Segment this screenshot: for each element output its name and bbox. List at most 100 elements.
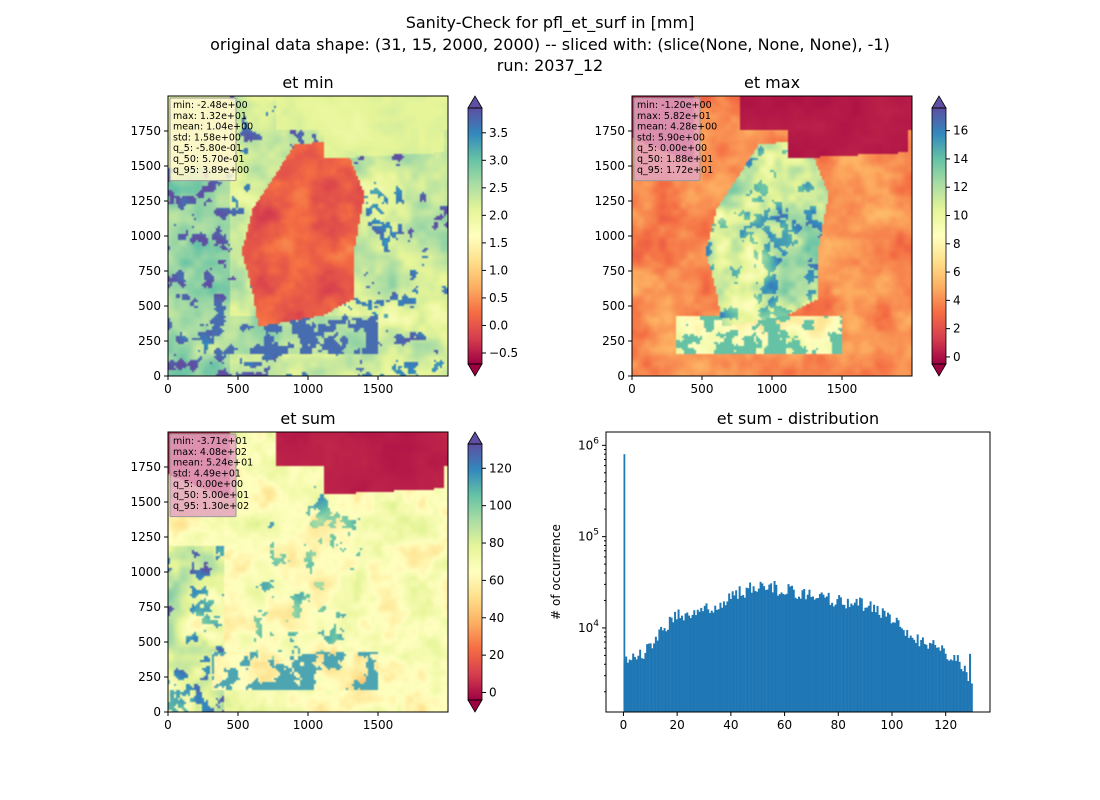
histogram-bar xyxy=(738,586,741,712)
histogram-bar xyxy=(948,660,951,712)
colorbar-tick-label: 2.0 xyxy=(489,208,508,222)
histogram-bar xyxy=(700,607,703,712)
histogram-bar xyxy=(911,637,914,712)
y-tick-label: 1500 xyxy=(594,159,625,173)
histogram-bar xyxy=(956,655,959,712)
histogram-bar xyxy=(625,656,628,712)
colorbar-tick-label: 60 xyxy=(489,573,504,587)
histogram-bar xyxy=(789,586,792,712)
histogram-bar xyxy=(949,659,952,712)
histogram-bar xyxy=(646,644,649,712)
histogram-bar xyxy=(970,683,973,712)
colorbar-extend-max xyxy=(931,95,947,109)
histogram-bar xyxy=(930,643,933,712)
histogram-bar xyxy=(756,591,759,712)
histogram-bar xyxy=(928,642,931,712)
histogram-bar xyxy=(801,590,804,712)
histogram-bar xyxy=(777,595,780,712)
histogram-bar xyxy=(703,605,706,712)
histogram-bar xyxy=(906,629,909,712)
histogram-bar xyxy=(874,612,877,712)
histogram-bar xyxy=(965,672,968,712)
stats-box xyxy=(169,433,237,518)
y-tick-label: 250 xyxy=(138,334,161,348)
histogram-bar xyxy=(937,647,940,712)
histogram-bar xyxy=(897,620,900,712)
histogram-bar xyxy=(715,609,718,712)
y-tick-label: 750 xyxy=(602,264,625,278)
histogram-bar xyxy=(733,595,736,712)
histogram-bar xyxy=(675,619,678,712)
histogram-bar xyxy=(682,620,685,712)
colorbar-tick-label: 2 xyxy=(953,322,961,336)
figure-title-line-2: original data shape: (31, 15, 2000, 2000… xyxy=(210,35,890,54)
x-tick-label: 1000 xyxy=(293,718,324,732)
histogram-bar xyxy=(731,591,734,712)
histogram-bar xyxy=(775,584,778,712)
figure-title-line-3: run: 2037_12 xyxy=(496,56,604,75)
histogram-bar xyxy=(960,668,963,712)
histogram-bar xyxy=(626,662,629,712)
histogram-bar xyxy=(921,637,924,712)
histogram-bar xyxy=(742,595,745,712)
histogram-bar xyxy=(707,609,710,712)
histogram-bar xyxy=(900,628,903,712)
histogram-bar xyxy=(939,650,942,712)
histogram-bar xyxy=(824,597,827,712)
histogram-bar xyxy=(806,594,809,712)
panel-title: et sum - distribution xyxy=(717,409,879,428)
y-tick-label: 0 xyxy=(617,369,625,383)
histogram-bar xyxy=(761,583,764,712)
histogram-bar xyxy=(853,602,856,712)
y-tick-label: 1250 xyxy=(130,194,161,208)
histogram-bar xyxy=(951,660,954,712)
histogram-bar xyxy=(630,660,633,712)
stats-line: mean: 4.28e+00 xyxy=(637,122,717,133)
histogram-bar xyxy=(686,612,689,712)
histogram-bar xyxy=(670,617,673,712)
stats-line: mean: 1.04e+00 xyxy=(173,122,253,133)
stats-line: min: -2.48e+00 xyxy=(173,100,248,111)
colorbar-extend-min xyxy=(467,699,483,713)
histogram-bar xyxy=(658,629,661,712)
histogram-bar xyxy=(946,659,949,712)
x-tick-label: 0 xyxy=(628,382,636,396)
stats-line: max: 5.82e+01 xyxy=(637,111,711,122)
histogram-bar xyxy=(923,643,926,712)
histogram-bar xyxy=(916,634,919,712)
histogram-bar xyxy=(907,637,910,712)
colorbar-tick-label: 0 xyxy=(489,686,497,700)
histogram-bar xyxy=(693,610,696,712)
colorbar-tick-label: −0.5 xyxy=(489,346,518,360)
histogram-bar xyxy=(831,602,834,712)
histogram-bar xyxy=(754,591,757,712)
histogram-bar xyxy=(944,653,947,712)
y-tick-label-exponent: 5 xyxy=(593,528,599,538)
histogram-bar xyxy=(654,636,657,712)
y-tick-label: 105 xyxy=(578,528,599,544)
histogram-bar xyxy=(878,614,881,712)
histogram-bar xyxy=(651,648,654,712)
histogram-bar xyxy=(721,607,724,712)
histogram-bar xyxy=(722,601,725,712)
x-tick-label: 500 xyxy=(227,718,250,732)
histogram-bar xyxy=(811,596,814,712)
histogram-bar xyxy=(804,599,807,712)
histogram-bar xyxy=(714,605,717,712)
colorbar-tick-label: 0.0 xyxy=(489,318,508,332)
x-tick-label: 80 xyxy=(831,718,846,732)
histogram-bar xyxy=(794,597,797,712)
histogram-bar xyxy=(791,585,794,712)
histogram-bar xyxy=(899,626,902,712)
y-tick-label: 750 xyxy=(138,264,161,278)
histogram-bar xyxy=(784,594,787,712)
y-tick-label: 1500 xyxy=(130,495,161,509)
colorbar-tick-label: 3.5 xyxy=(489,126,508,140)
x-tick-label: 1000 xyxy=(757,382,788,396)
histogram-bar xyxy=(724,605,727,712)
histogram-bar xyxy=(808,589,811,712)
histogram-bar xyxy=(869,601,872,712)
histogram-bar xyxy=(909,635,912,712)
histogram-bar xyxy=(717,609,720,712)
histogram-bar xyxy=(857,605,860,712)
